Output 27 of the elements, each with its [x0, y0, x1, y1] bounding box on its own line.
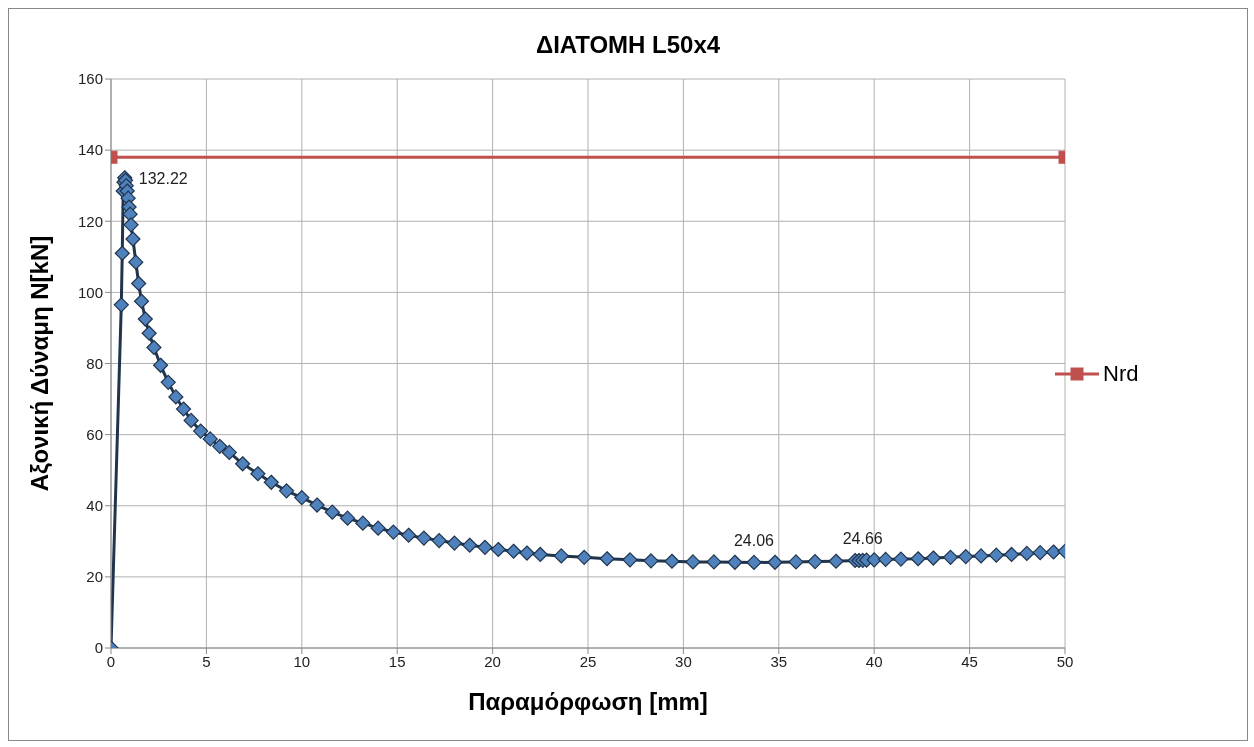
y-tick-label: 140 — [77, 141, 103, 159]
x-axis-title: Παραμόρφωση [mm] — [468, 688, 708, 715]
y-tick-label: 120 — [77, 212, 103, 230]
y-axis-title: Αξονική Δύναμη N[kN] — [25, 235, 53, 492]
x-tick-label: 30 — [675, 652, 692, 670]
x-tick-label: 15 — [388, 652, 406, 670]
data-label: 24.66 — [842, 530, 883, 548]
data-label: 24.06 — [733, 532, 775, 550]
legend-label: Nrd — [1103, 360, 1139, 387]
y-tick-label: 20 — [86, 568, 103, 586]
x-tick-label: 5 — [202, 652, 211, 670]
x-tick-label: 0 — [106, 652, 116, 670]
x-tick-label: 20 — [484, 652, 501, 670]
y-tick-label: 40 — [86, 497, 103, 515]
x-tick-label: 35 — [770, 652, 788, 670]
x-tick-label: 50 — [1056, 652, 1074, 670]
x-tick-label: 10 — [293, 652, 311, 670]
y-tick-label: 160 — [77, 70, 103, 88]
y-tick-label: 60 — [86, 425, 103, 443]
data-label: 132.22 — [138, 169, 188, 187]
x-tick-label: 45 — [961, 652, 978, 670]
x-tick-label: 25 — [579, 652, 597, 670]
x-tick-label: 40 — [865, 652, 883, 670]
y-tick-label: 100 — [77, 283, 103, 301]
y-tick-label: 0 — [94, 639, 103, 657]
chart-title: ΔΙΑΤΟΜΗ L50x4 — [534, 31, 722, 59]
y-tick-label: 80 — [86, 354, 103, 372]
